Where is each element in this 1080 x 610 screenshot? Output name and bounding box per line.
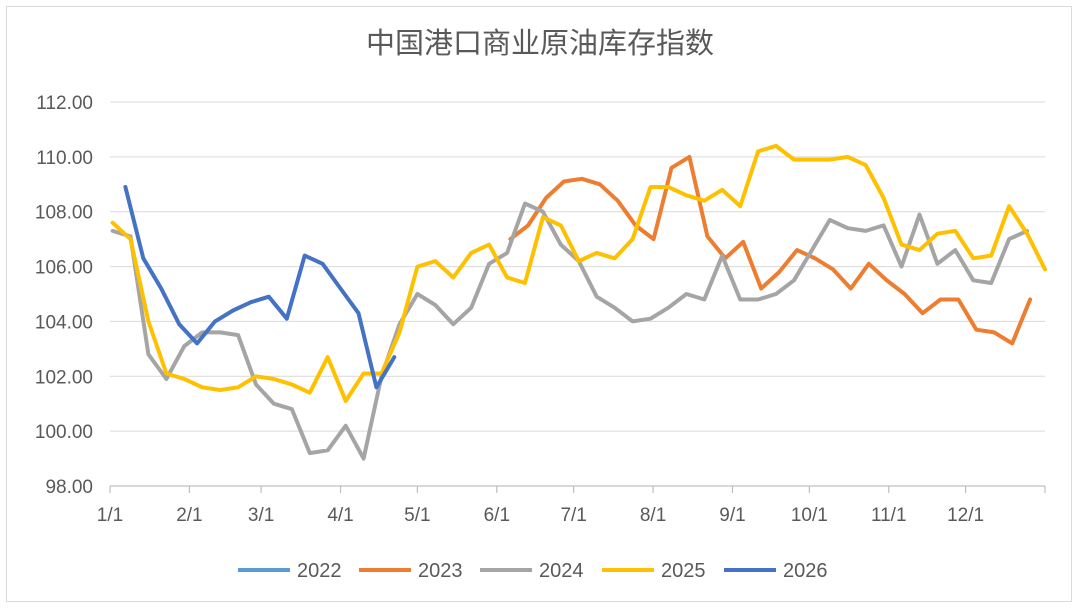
legend-label-2025: 2025 [661, 560, 706, 582]
y-tick-label: 108.00 [35, 203, 93, 224]
series-lines [110, 143, 1047, 461]
y-tick-label: 106.00 [35, 258, 93, 279]
legend-label-2023: 2023 [418, 560, 463, 582]
x-tick-label: 5/1 [404, 505, 430, 526]
x-tick-label: 11/1 [871, 505, 907, 526]
chart-frame [6, 6, 1072, 602]
x-axis [109, 485, 1046, 493]
x-tick-label: 2/1 [176, 505, 202, 526]
series-line-2023 [508, 154, 1033, 346]
series-line-2024 [110, 201, 1030, 461]
legend-label-2026: 2026 [783, 560, 828, 582]
x-tick-label: 12/1 [947, 505, 984, 526]
y-tick-label: 98.00 [45, 477, 93, 498]
series-line-2025 [110, 143, 1047, 403]
x-tick-label: 1/1 [97, 505, 123, 526]
y-tick-label: 102.00 [35, 367, 93, 388]
x-tick-label: 6/1 [484, 505, 510, 526]
x-tick-label: 7/1 [560, 505, 586, 526]
legend: 2022 2023 2024 2025 2026 [238, 560, 828, 582]
x-tick-label: 8/1 [640, 505, 666, 526]
legend-label-2024: 2024 [539, 560, 584, 582]
x-tick-label: 3/1 [248, 505, 274, 526]
y-tick-label: 104.00 [35, 312, 93, 333]
x-tick-label: 10/1 [791, 505, 828, 526]
x-tick-label: 9/1 [719, 505, 745, 526]
x-axis-ticks: 1/1 2/1 3/1 4/1 5/1 6/1 7/1 8/1 9/1 10/1 11/1 12/1 [97, 505, 984, 526]
y-tick-label: 112.00 [36, 93, 93, 114]
y-tick-label: 100.00 [35, 422, 93, 443]
x-tick-label: 4/1 [327, 505, 353, 526]
legend-label-2022: 2022 [297, 560, 342, 582]
y-axis-ticks: 98.00 100.00 102.00 104.00 106.00 108.00 110.0… [35, 93, 93, 498]
chart-title: 中国港口商业原油库存指数 [365, 26, 714, 60]
y-tick-label: 110.00 [36, 148, 93, 169]
series-line-2026 [123, 185, 397, 390]
